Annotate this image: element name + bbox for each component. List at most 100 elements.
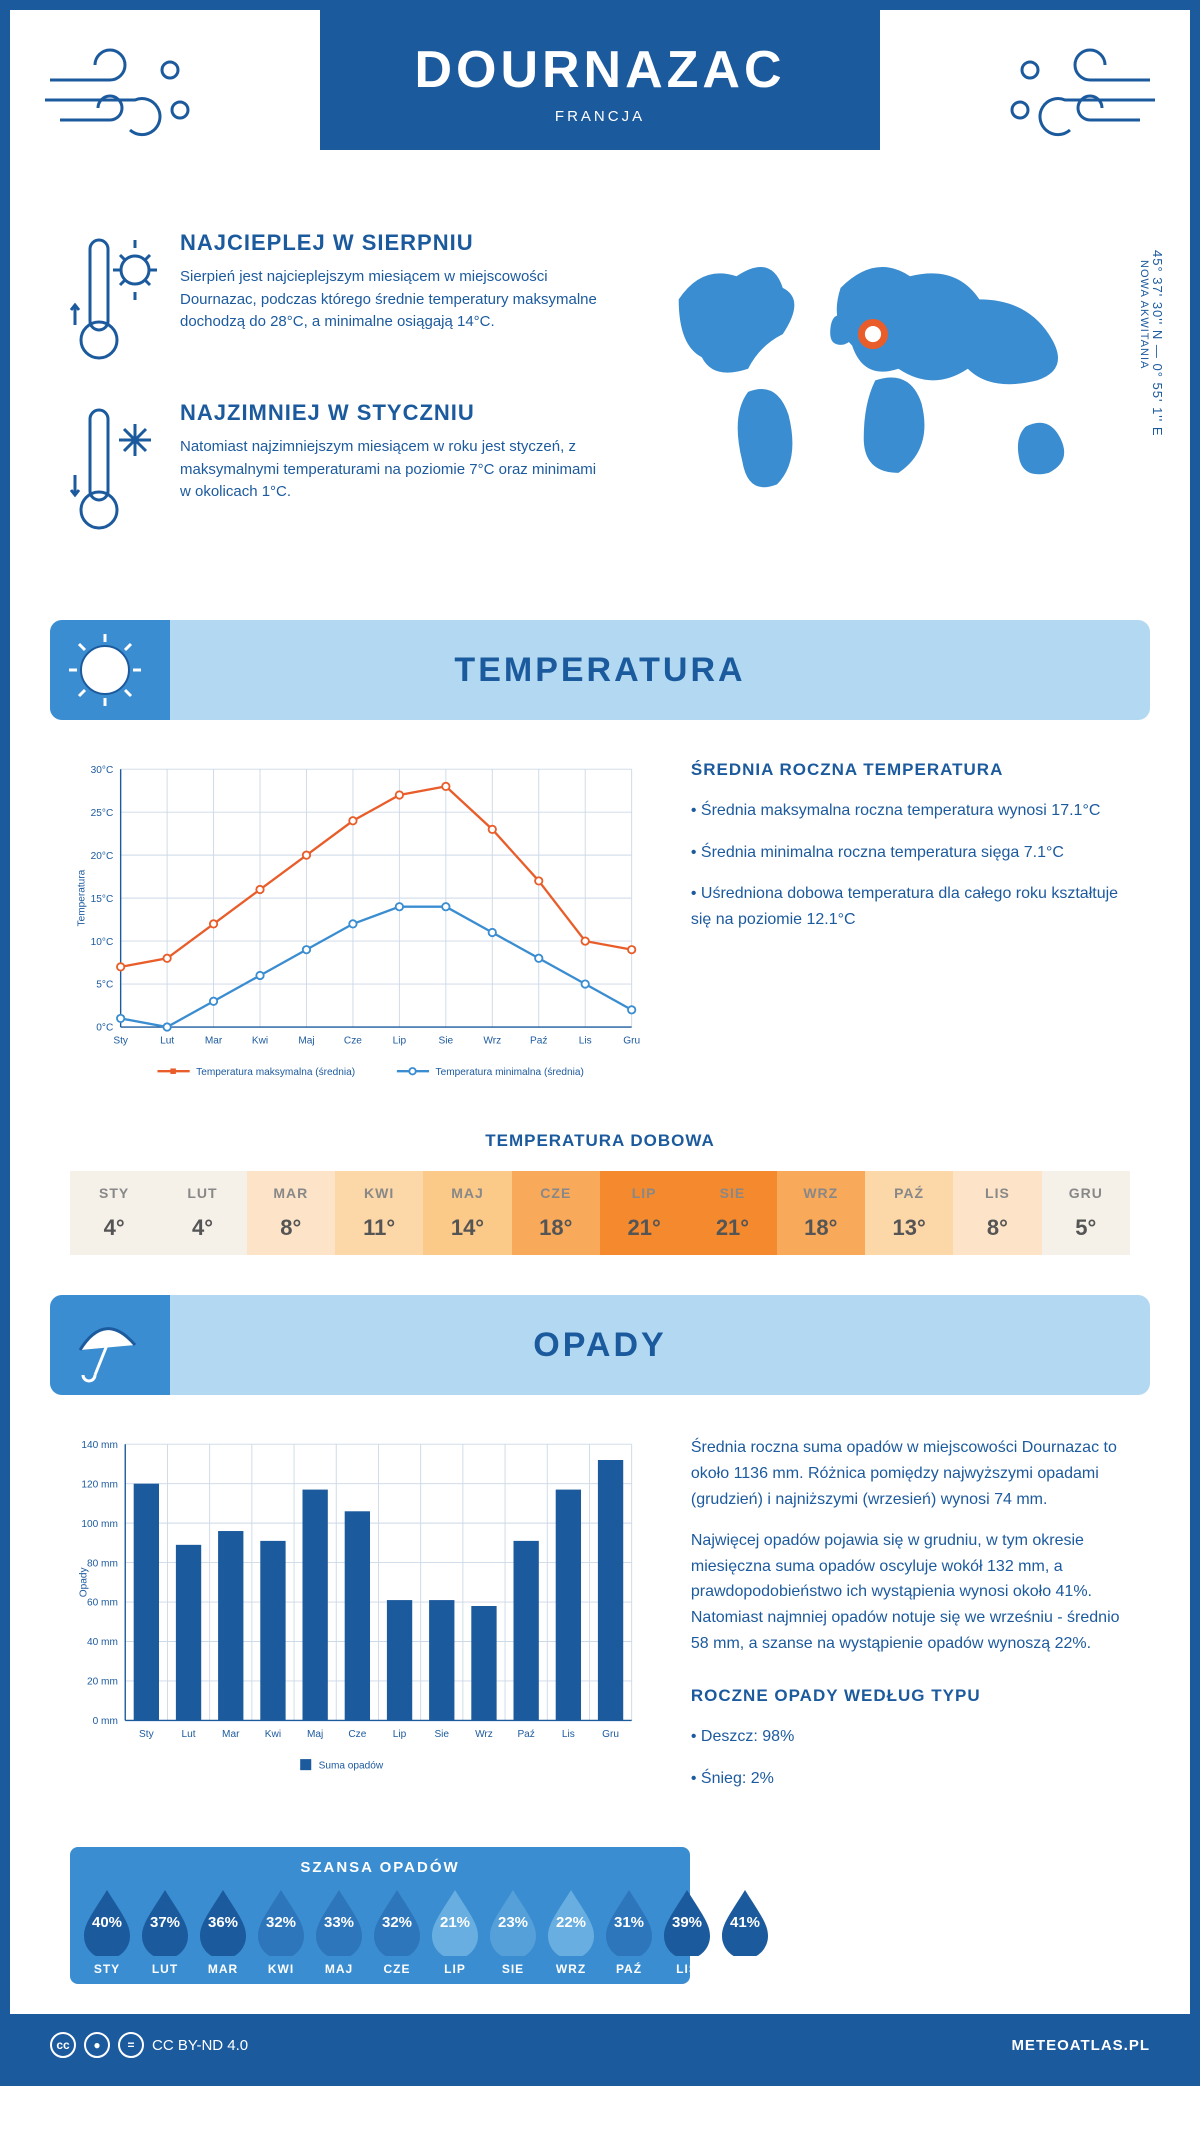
header: DOURNAZAC FRANCJA: [10, 10, 1190, 210]
svg-text:80 mm: 80 mm: [87, 1559, 118, 1570]
avg-temp-heading: ŚREDNIA ROCZNA TEMPERATURA: [691, 760, 1130, 780]
site-name: METEOATLAS.PL: [1011, 2037, 1150, 2054]
cold-fact-text: Natomiast najzimniejszym miesiącem w rok…: [180, 436, 604, 504]
drop-item: 33% MAJ: [310, 1886, 368, 1976]
drop-item: 32% CZE: [368, 1886, 426, 1976]
sun-icon: [65, 630, 145, 710]
svg-text:Maj: Maj: [307, 1729, 323, 1740]
drop-item: 40% STY: [78, 1886, 136, 1976]
intro-section: NAJCIEPLEJ W SIERPNIU Sierpień jest najc…: [10, 210, 1190, 600]
svg-text:Gru: Gru: [602, 1729, 619, 1740]
drop-item: 31% PAŹ: [600, 1886, 658, 1976]
svg-text:Cze: Cze: [348, 1729, 366, 1740]
daily-temp-table: STY4°LUT4°MAR8°KWI11°MAJ14°CZE18°LIP21°S…: [70, 1171, 1130, 1255]
svg-text:Temperatura: Temperatura: [77, 869, 88, 926]
temperature-summary: ŚREDNIA ROCZNA TEMPERATURA • Średnia mak…: [691, 760, 1130, 1091]
svg-text:25°C: 25°C: [91, 808, 114, 819]
drop-item: 36% MAR: [194, 1886, 252, 1976]
svg-text:Lip: Lip: [393, 1036, 407, 1047]
svg-text:30°C: 30°C: [91, 765, 114, 776]
svg-text:Wrz: Wrz: [483, 1036, 501, 1047]
precip-snow: • Śnieg: 2%: [691, 1766, 1130, 1792]
svg-text:Lis: Lis: [579, 1036, 592, 1047]
precip-chance-title: SZANSA OPADÓW: [78, 1859, 682, 1876]
hot-fact-title: NAJCIEPLEJ W SIERPNIU: [180, 230, 604, 256]
temperature-line-chart: 0°C5°C10°C15°C20°C25°C30°CStyLutMarKwiMa…: [70, 760, 641, 1091]
coords-text: 45° 37' 30'' N — 0° 55' 1'' E: [1150, 250, 1165, 437]
daily-cell: CZE18°: [512, 1171, 600, 1255]
daily-cell: STY4°: [70, 1171, 158, 1255]
svg-text:Gru: Gru: [623, 1036, 640, 1047]
map-column: 45° 37' 30'' N — 0° 55' 1'' E NOWA AKWIT…: [644, 230, 1130, 570]
nd-icon: =: [118, 2032, 144, 2058]
cold-fact-title: NAJZIMNIEJ W STYCZNIU: [180, 400, 604, 426]
svg-text:Paź: Paź: [517, 1729, 534, 1740]
svg-text:Kwi: Kwi: [252, 1036, 268, 1047]
precip-p1: Średnia roczna suma opadów w miejscowośc…: [691, 1435, 1130, 1512]
svg-text:Lip: Lip: [393, 1729, 407, 1740]
cc-icon: cc: [50, 2032, 76, 2058]
svg-text:Cze: Cze: [344, 1036, 362, 1047]
daily-cell: LIP21°: [600, 1171, 688, 1255]
footer: cc ● = CC BY-ND 4.0 METEOATLAS.PL: [10, 2014, 1190, 2076]
svg-text:100 mm: 100 mm: [81, 1519, 118, 1530]
daily-cell: LUT4°: [158, 1171, 246, 1255]
precip-chance-drops: 40% STY 37% LUT 36% MAR 32% KWI 33% MAJ …: [78, 1886, 682, 1976]
precip-rain: • Deszcz: 98%: [691, 1724, 1130, 1750]
svg-text:Opady: Opady: [79, 1567, 90, 1598]
svg-text:Sie: Sie: [439, 1036, 454, 1047]
svg-text:Maj: Maj: [298, 1036, 314, 1047]
svg-text:20°C: 20°C: [91, 851, 114, 862]
temperature-section-title: TEMPERATURA: [454, 651, 745, 690]
temperature-chart-row: 0°C5°C10°C15°C20°C25°C30°CStyLutMarKwiMa…: [10, 740, 1190, 1111]
daily-cell: WRZ18°: [777, 1171, 865, 1255]
svg-text:0 mm: 0 mm: [93, 1717, 118, 1728]
precip-types-heading: ROCZNE OPADY WEDŁUG TYPU: [691, 1686, 1130, 1706]
temperature-header: TEMPERATURA: [50, 620, 1150, 720]
svg-text:Sty: Sty: [139, 1729, 155, 1740]
svg-text:Suma opadów: Suma opadów: [319, 1761, 384, 1772]
drop-item: 37% LUT: [136, 1886, 194, 1976]
svg-text:0°C: 0°C: [96, 1023, 113, 1034]
coordinates-label: 45° 37' 30'' N — 0° 55' 1'' E NOWA AKWIT…: [1138, 250, 1165, 437]
daily-temp-title: TEMPERATURA DOBOWA: [10, 1131, 1190, 1151]
avg-temp-p2: • Średnia minimalna roczna temperatura s…: [691, 840, 1130, 866]
by-icon: ●: [84, 2032, 110, 2058]
precip-chance-panel: SZANSA OPADÓW 40% STY 37% LUT 36% MAR 32…: [70, 1847, 690, 1984]
precipitation-summary: Średnia roczna suma opadów w miejscowośc…: [691, 1435, 1130, 1807]
drop-item: 21% LIP: [426, 1886, 484, 1976]
svg-text:Paź: Paź: [530, 1036, 547, 1047]
license-text: CC BY-ND 4.0: [152, 2037, 248, 2054]
svg-text:20 mm: 20 mm: [87, 1677, 118, 1688]
wind-icon: [40, 40, 200, 160]
world-map-icon: [644, 230, 1130, 531]
svg-text:140 mm: 140 mm: [81, 1440, 118, 1451]
svg-text:5°C: 5°C: [96, 980, 113, 991]
svg-text:Wrz: Wrz: [475, 1729, 493, 1740]
svg-text:10°C: 10°C: [91, 937, 114, 948]
drop-item: 39% LIS: [658, 1886, 716, 1976]
daily-cell: KWI11°: [335, 1171, 423, 1255]
daily-cell: PAŹ13°: [865, 1171, 953, 1255]
cold-fact: NAJZIMNIEJ W STYCZNIU Natomiast najzimni…: [70, 400, 604, 540]
daily-cell: MAR8°: [247, 1171, 335, 1255]
svg-text:Kwi: Kwi: [265, 1729, 281, 1740]
svg-text:Lis: Lis: [562, 1729, 575, 1740]
svg-text:120 mm: 120 mm: [81, 1480, 118, 1491]
infographic-page: DOURNAZAC FRANCJA NA: [0, 0, 1200, 2086]
svg-text:40 mm: 40 mm: [87, 1638, 118, 1649]
daily-cell: MAJ14°: [423, 1171, 511, 1255]
svg-text:Lut: Lut: [160, 1036, 174, 1047]
svg-text:15°C: 15°C: [91, 894, 114, 905]
svg-text:Temperatura maksymalna (średni: Temperatura maksymalna (średnia): [196, 1067, 355, 1078]
hot-fact: NAJCIEPLEJ W SIERPNIU Sierpień jest najc…: [70, 230, 604, 370]
facts-column: NAJCIEPLEJ W SIERPNIU Sierpień jest najc…: [70, 230, 604, 570]
country-subtitle: FRANCJA: [340, 108, 860, 125]
hot-fact-text: Sierpień jest najcieplejszym miesiącem w…: [180, 266, 604, 334]
thermometer-hot-icon: [70, 230, 160, 370]
region-text: NOWA AKWITANIA: [1138, 260, 1150, 437]
precipitation-section-title: OPADY: [533, 1326, 666, 1365]
svg-text:Lut: Lut: [182, 1729, 196, 1740]
avg-temp-p1: • Średnia maksymalna roczna temperatura …: [691, 798, 1130, 824]
umbrella-icon: [65, 1305, 145, 1385]
